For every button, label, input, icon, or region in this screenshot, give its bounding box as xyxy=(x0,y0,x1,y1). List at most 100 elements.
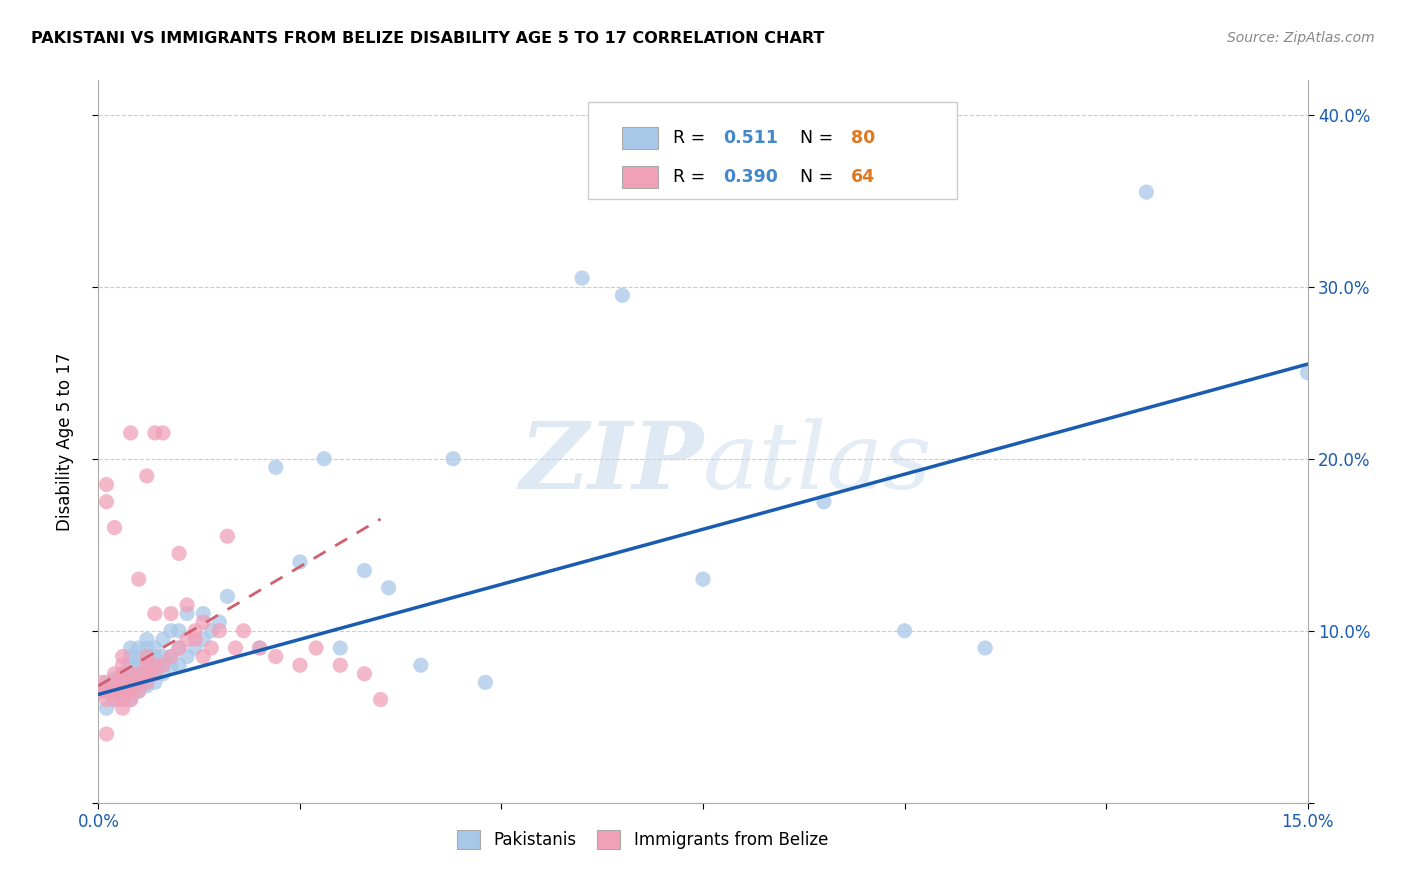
Text: ZIP: ZIP xyxy=(519,418,703,508)
Point xyxy=(370,692,392,706)
Point xyxy=(143,658,166,673)
Point xyxy=(120,675,142,690)
Point xyxy=(135,679,157,693)
Point xyxy=(692,572,714,586)
Point xyxy=(111,658,134,673)
Point xyxy=(288,555,311,569)
Point xyxy=(135,640,157,655)
Point xyxy=(135,658,157,673)
Point xyxy=(111,672,134,686)
Point xyxy=(128,572,150,586)
Point xyxy=(115,684,138,698)
Point xyxy=(224,640,246,655)
Point xyxy=(353,666,375,681)
Point xyxy=(103,672,125,686)
Point xyxy=(193,649,215,664)
Text: R =: R = xyxy=(672,129,710,147)
Point xyxy=(107,684,129,698)
Point xyxy=(249,640,271,655)
Point xyxy=(91,675,114,690)
Text: PAKISTANI VS IMMIGRANTS FROM BELIZE DISABILITY AGE 5 TO 17 CORRELATION CHART: PAKISTANI VS IMMIGRANTS FROM BELIZE DISA… xyxy=(31,31,824,46)
Point xyxy=(120,666,142,681)
Point xyxy=(120,666,142,681)
Text: Source: ZipAtlas.com: Source: ZipAtlas.com xyxy=(1227,31,1375,45)
Point xyxy=(96,701,118,715)
Point xyxy=(184,624,207,638)
Point xyxy=(329,658,352,673)
Point xyxy=(167,546,190,560)
Point xyxy=(176,632,198,647)
Point xyxy=(353,564,375,578)
Point xyxy=(208,615,231,630)
Point xyxy=(208,624,231,638)
Text: 80: 80 xyxy=(851,129,875,147)
Point xyxy=(96,684,118,698)
Point xyxy=(120,684,142,698)
Point xyxy=(143,425,166,440)
Legend: Pakistanis, Immigrants from Belize: Pakistanis, Immigrants from Belize xyxy=(450,823,835,856)
Point xyxy=(152,658,174,673)
Point xyxy=(128,684,150,698)
Point xyxy=(120,692,142,706)
Point xyxy=(128,675,150,690)
Point xyxy=(96,477,118,491)
Bar xyxy=(621,167,658,188)
Point xyxy=(135,675,157,690)
Point xyxy=(184,632,207,647)
Point xyxy=(120,675,142,690)
Point xyxy=(103,692,125,706)
Point xyxy=(143,675,166,690)
Point xyxy=(409,658,432,673)
Point xyxy=(120,658,142,673)
Point xyxy=(120,640,142,655)
Point xyxy=(135,632,157,647)
Point xyxy=(152,666,174,681)
Point xyxy=(135,469,157,483)
Point xyxy=(103,684,125,698)
Point xyxy=(143,666,166,681)
Point xyxy=(128,640,150,655)
Point xyxy=(143,607,166,621)
Point xyxy=(176,598,198,612)
Point xyxy=(249,640,271,655)
Point xyxy=(152,632,174,647)
Point xyxy=(96,727,118,741)
Point xyxy=(217,529,239,543)
Point xyxy=(128,675,150,690)
Text: 0.390: 0.390 xyxy=(724,169,779,186)
Point xyxy=(152,649,174,664)
Point xyxy=(264,460,287,475)
Point xyxy=(103,692,125,706)
Point xyxy=(111,684,134,698)
Point xyxy=(128,666,150,681)
Point xyxy=(813,494,835,508)
Point xyxy=(167,640,190,655)
Point xyxy=(107,684,129,698)
Point xyxy=(974,640,997,655)
Point xyxy=(893,624,915,638)
Point xyxy=(217,590,239,604)
Point xyxy=(143,640,166,655)
Point xyxy=(120,692,142,706)
Point xyxy=(152,658,174,673)
Point xyxy=(160,658,183,673)
Point xyxy=(135,658,157,673)
Point xyxy=(232,624,254,638)
Point xyxy=(96,692,118,706)
Point xyxy=(143,666,166,681)
Point xyxy=(200,640,222,655)
Point xyxy=(111,692,134,706)
Point xyxy=(571,271,593,285)
Point xyxy=(135,649,157,664)
FancyBboxPatch shape xyxy=(588,102,957,200)
Point xyxy=(90,684,112,698)
Point xyxy=(128,649,150,664)
Point xyxy=(176,607,198,621)
Text: N =: N = xyxy=(800,129,838,147)
Point xyxy=(288,658,311,673)
Point xyxy=(167,658,190,673)
Point xyxy=(103,684,125,698)
Point xyxy=(184,640,207,655)
Point xyxy=(135,649,157,664)
Point xyxy=(193,607,215,621)
